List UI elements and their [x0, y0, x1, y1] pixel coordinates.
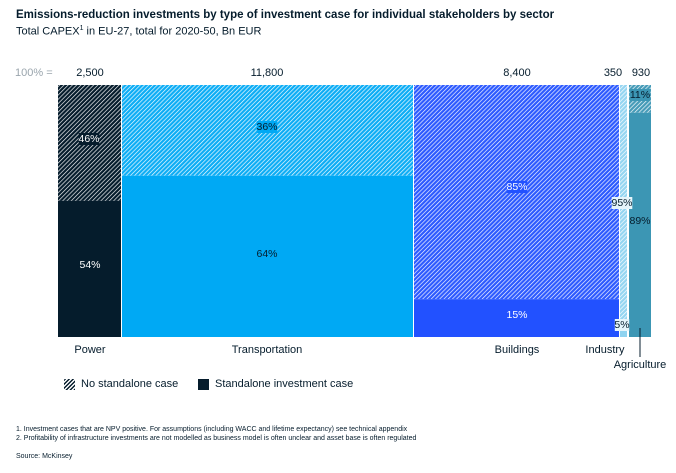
- solid-value-buildings: 15%: [506, 309, 527, 321]
- solid-value-power: 54%: [79, 259, 100, 271]
- footnote-marker: 1: [79, 25, 84, 32]
- total-label-agriculture: 930: [632, 67, 650, 79]
- solid-value-industry: 5%: [614, 319, 629, 331]
- solid-value-buildings-bg: [506, 309, 528, 321]
- hatched-value-transportation-bg: [256, 121, 278, 133]
- solid-swatch-icon: [198, 378, 209, 390]
- solid-value-industry-bg: [614, 319, 630, 331]
- solid-value-transportation-bg: [256, 248, 278, 260]
- hatched-value-agriculture: 11%: [630, 89, 650, 101]
- footnote-1: 1. Investment cases that are NPV positiv…: [16, 426, 408, 433]
- category-label-agriculture: Agriculture: [614, 359, 667, 371]
- total-label-transportation: 11,800: [251, 67, 284, 79]
- chart-subtitle: Total CAPEX1 in EU-27, total for 2020-50…: [16, 25, 262, 38]
- solid-value-agriculture-bg: [629, 215, 651, 227]
- hatched-value-power-bg: [78, 133, 100, 145]
- total-label-industry: 350: [604, 67, 622, 79]
- total-prefix-label: 100% =: [15, 67, 53, 79]
- legend-solid-label: Standalone investment case: [215, 378, 354, 390]
- hatched-value-industry: 95%: [611, 197, 632, 209]
- category-label-buildings: Buildings: [495, 344, 540, 356]
- hatched-value-agriculture-bg: [629, 89, 651, 101]
- hatched-swatch-icon: [64, 378, 75, 390]
- category-label-industry: Industry: [585, 344, 625, 356]
- footnote-2: 2. Profitability of infrastructure inves…: [16, 435, 417, 442]
- solid-value-transportation: 64%: [256, 248, 277, 260]
- category-label-power: Power: [74, 344, 106, 356]
- total-label-buildings: 8,400: [503, 67, 531, 79]
- hatched-value-transportation: 36%: [256, 121, 277, 133]
- hatched-value-buildings: 85%: [506, 181, 527, 193]
- hatched-value-buildings-bg: [506, 181, 528, 193]
- hatched-value-power: 46%: [78, 133, 99, 145]
- category-label-transportation: Transportation: [232, 344, 303, 356]
- legend-hatched: No standalone case: [64, 378, 178, 390]
- hatched-value-industry-bg: [611, 197, 633, 209]
- chart-title: Emissions-reduction investments by type …: [16, 9, 555, 21]
- source-note: Source: McKinsey: [16, 453, 73, 460]
- solid-value-agriculture: 89%: [629, 215, 650, 227]
- solid-value-power-bg: [79, 259, 101, 271]
- legend-solid: Standalone investment case: [198, 378, 353, 390]
- total-label-power: 2,500: [76, 67, 104, 79]
- legend-hatched-label: No standalone case: [81, 378, 179, 390]
